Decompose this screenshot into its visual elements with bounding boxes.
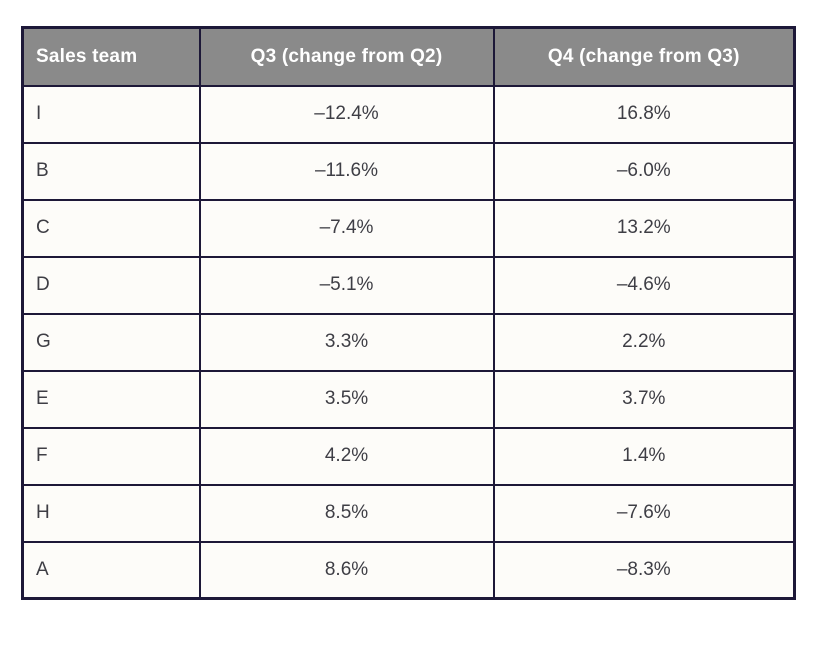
team-cell: G (21, 312, 201, 372)
q4-value-cell: –7.6% (492, 483, 796, 543)
team-cell: E (21, 369, 201, 429)
q4-value-cell: 16.8% (492, 84, 796, 144)
table-row: E 3.5% 3.7% (21, 369, 796, 429)
table-row: B –11.6% –6.0% (21, 141, 796, 201)
header-row: Sales team Q3 (change from Q2) Q4 (chang… (21, 26, 796, 87)
table-row: I –12.4% 16.8% (21, 84, 796, 144)
q4-value-cell: 13.2% (492, 198, 796, 258)
table-body: I –12.4% 16.8% B –11.6% –6.0% C –7.4% 13.2% D –5.1… (21, 84, 796, 600)
table-header: Sales team Q3 (change from Q2) Q4 (chang… (21, 26, 796, 87)
q4-value-cell: –8.3% (492, 540, 796, 600)
q4-value-cell: –6.0% (492, 141, 796, 201)
q4-value-cell: 3.7% (492, 369, 796, 429)
team-cell: I (21, 84, 201, 144)
team-cell: F (21, 426, 201, 486)
q3-value-cell: 8.5% (198, 483, 495, 543)
q4-value-cell: 1.4% (492, 426, 796, 486)
table-row: H 8.5% –7.6% (21, 483, 796, 543)
header-q3-change: Q3 (change from Q2) (198, 26, 495, 87)
q3-value-cell: 8.6% (198, 540, 495, 600)
team-cell: H (21, 483, 201, 543)
table-row: D –5.1% –4.6% (21, 255, 796, 315)
team-cell: A (21, 540, 201, 600)
table-row: C –7.4% 13.2% (21, 198, 796, 258)
header-q4-change: Q4 (change from Q3) (492, 26, 796, 87)
team-cell: C (21, 198, 201, 258)
table-row: G 3.3% 2.2% (21, 312, 796, 372)
sales-change-table-container: Sales team Q3 (change from Q2) Q4 (chang… (21, 26, 796, 600)
header-sales-team: Sales team (21, 26, 201, 87)
table-row: F 4.2% 1.4% (21, 426, 796, 486)
q4-value-cell: 2.2% (492, 312, 796, 372)
sales-change-table: Sales team Q3 (change from Q2) Q4 (chang… (21, 26, 796, 600)
team-cell: D (21, 255, 201, 315)
q3-value-cell: –12.4% (198, 84, 495, 144)
q3-value-cell: –11.6% (198, 141, 495, 201)
team-cell: B (21, 141, 201, 201)
q3-value-cell: 3.3% (198, 312, 495, 372)
q4-value-cell: –4.6% (492, 255, 796, 315)
q3-value-cell: –7.4% (198, 198, 495, 258)
table-row: A 8.6% –8.3% (21, 540, 796, 600)
q3-value-cell: 3.5% (198, 369, 495, 429)
q3-value-cell: 4.2% (198, 426, 495, 486)
q3-value-cell: –5.1% (198, 255, 495, 315)
